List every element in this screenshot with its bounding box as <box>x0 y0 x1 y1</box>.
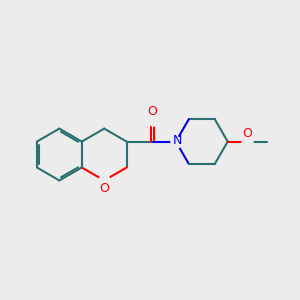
Text: O: O <box>99 182 109 195</box>
Text: O: O <box>148 105 158 118</box>
Text: N: N <box>172 134 182 147</box>
Text: O: O <box>242 127 252 140</box>
